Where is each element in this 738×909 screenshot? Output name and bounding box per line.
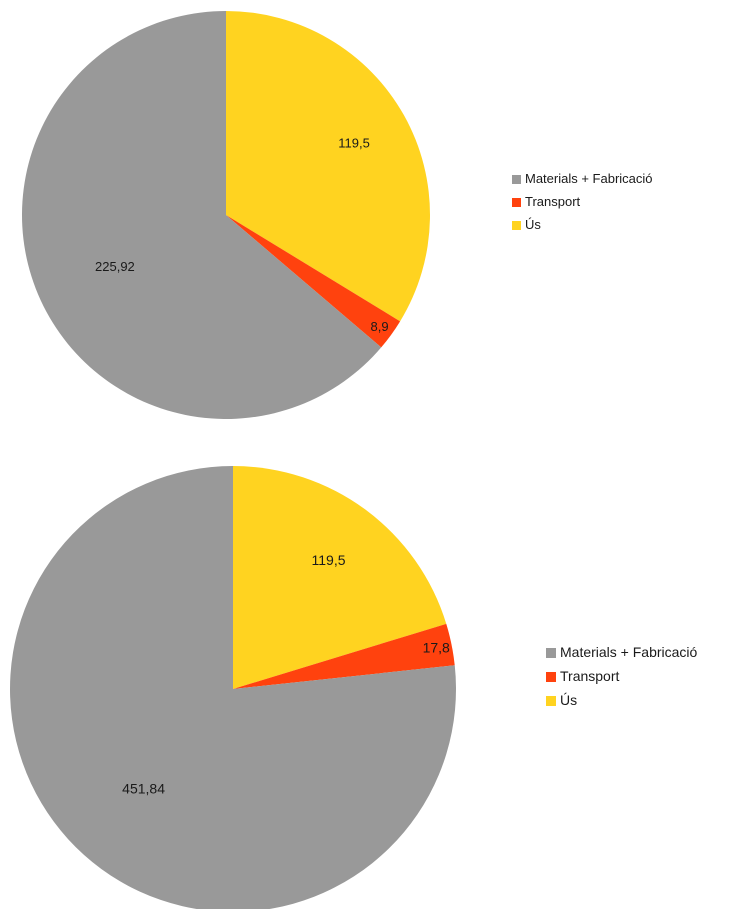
- legend-swatch-us: [546, 696, 556, 706]
- data-label-materials-fabricacio: 225,92: [95, 259, 135, 274]
- pie-slice-transport: [226, 215, 401, 348]
- legend-label-transport: Transport: [525, 194, 581, 209]
- data-label-us: 119,5: [338, 136, 370, 151]
- legend-swatch-materials-fabricacio: [546, 648, 556, 658]
- data-label-transport: 17,8: [423, 639, 450, 655]
- data-label-us: 119,5: [312, 552, 346, 568]
- legend-label-us: Ús: [560, 692, 577, 708]
- data-label-materials-fabricacio: 451,84: [122, 780, 165, 796]
- legend-label-us: Ús: [525, 217, 541, 232]
- legend-swatch-materials-fabricacio: [512, 175, 521, 184]
- pie-slice-materials-fabricacio: [21, 11, 382, 420]
- pie-chart-2: 119,5 17,8 451,84 Materials + Fabricació Tra…: [10, 466, 698, 909]
- pie-slice-us: [226, 10, 431, 322]
- pie-slice-materials-fabricacio: [10, 466, 457, 909]
- legend-label-materials-fabricacio: Materials + Fabricació: [560, 644, 698, 660]
- pie-slice-transport: [233, 623, 455, 689]
- legend-swatch-us: [512, 221, 521, 230]
- pie-slice-us: [233, 466, 447, 689]
- pie-chart-1: 119,5 8,9 225,92 Materials + Fabricació Tran…: [21, 10, 653, 420]
- legend-swatch-transport: [512, 198, 521, 207]
- legend-label-materials-fabricacio: Materials + Fabricació: [525, 171, 653, 186]
- legend: Materials + Fabricació Transport Ús: [546, 644, 698, 708]
- legend: Materials + Fabricació Transport Ús: [512, 171, 653, 232]
- legend-swatch-transport: [546, 672, 556, 682]
- data-label-transport: 8,9: [371, 319, 389, 334]
- legend-label-transport: Transport: [560, 668, 620, 684]
